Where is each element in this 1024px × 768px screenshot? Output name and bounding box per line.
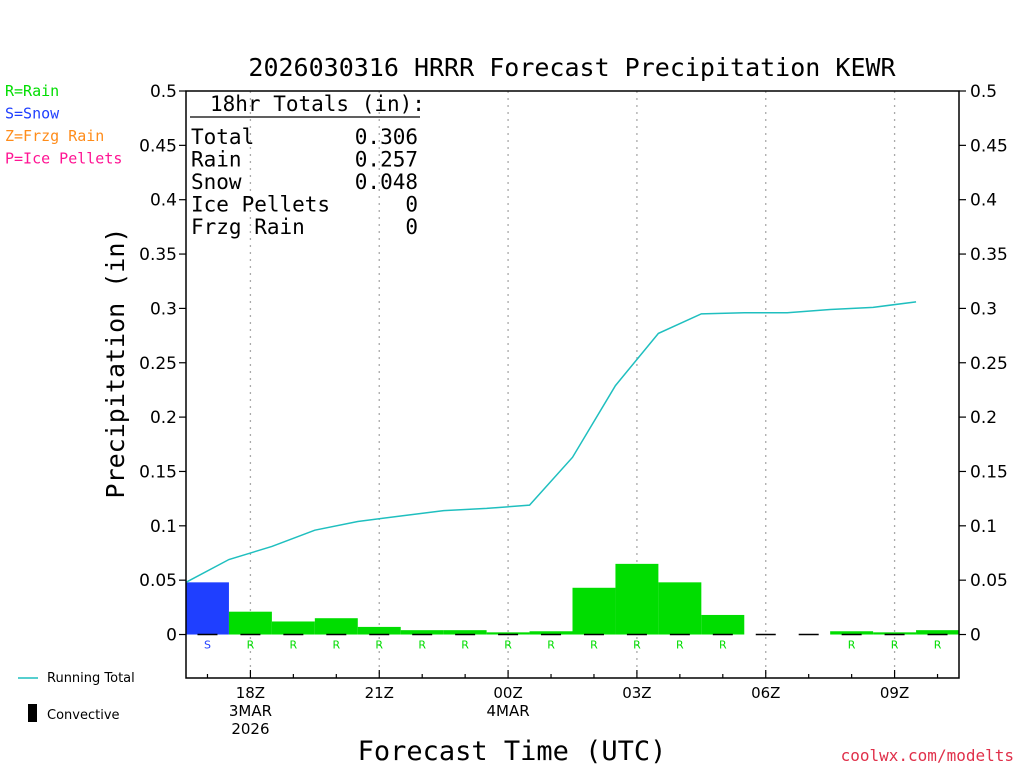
x-tick-label: 18Z xyxy=(236,684,265,702)
convective-legend-swatch xyxy=(28,704,37,722)
y-tick-label-right: 0.3 xyxy=(970,299,997,319)
y-tick-label-right: 0 xyxy=(970,626,981,646)
y-tick-label-right: 0.5 xyxy=(970,82,997,102)
y-tick-label-left: 0.45 xyxy=(139,136,177,156)
totals-row-label: Total xyxy=(191,125,254,149)
precip-bar xyxy=(186,582,229,635)
x-tick-label: 09Z xyxy=(880,684,909,702)
precip-bar xyxy=(572,587,616,635)
credit-text: coolwx.com/modelts xyxy=(841,746,1014,765)
totals-rows: Total 0.306 Rain 0.257 Snow 0.048 Ice Pellets 0… xyxy=(191,125,418,239)
y-tick-label-left: 0.4 xyxy=(150,191,177,211)
totals-box: 18hr Totals (in): Total 0.306 Rain 0.257 Sno… xyxy=(190,92,425,239)
precip-bar xyxy=(916,630,959,635)
y-tick-label-right: 0.1 xyxy=(970,517,997,537)
plot-frame xyxy=(185,90,960,679)
precip-type-legend: R=Rain S=Snow Z=Frzg Rain P=Ice Pellets xyxy=(5,82,122,168)
legend-entry: Z=Frzg Rain xyxy=(5,127,104,145)
y-tick-label-left: 0.1 xyxy=(150,517,177,537)
precip-bar xyxy=(228,611,272,635)
precip-bar xyxy=(658,582,702,635)
totals-row-label: Snow xyxy=(191,170,242,194)
precip-bar xyxy=(400,630,444,635)
precip-bar xyxy=(529,631,573,635)
totals-title: 18hr Totals (in): xyxy=(210,92,425,116)
x-tick-label: 03Z xyxy=(622,684,651,702)
totals-row-value: 0 xyxy=(405,193,418,217)
totals-row-label: Frzg Rain xyxy=(191,215,305,239)
precip-type-letter: R xyxy=(848,639,856,652)
running-total-line xyxy=(185,301,917,584)
x-tick-label: 4MAR xyxy=(486,702,529,720)
precip-bar xyxy=(873,632,917,635)
precip-type-letter: R xyxy=(934,639,942,652)
running-total-legend-label: Running Total xyxy=(47,671,135,686)
chart-title: 2026030316 HRRR Forecast Precipitation K… xyxy=(248,53,896,82)
precip-bars xyxy=(186,563,959,635)
totals-row-label: Ice Pellets xyxy=(191,193,330,217)
precip-type-letter: R xyxy=(418,639,426,652)
y-axis-left: 0 0.05 0.1 0.15 0.2 0.25 0.3 0.35 0.4 0.45 0.5 xyxy=(139,82,186,646)
totals-row-value: 0 xyxy=(405,215,418,239)
precip-bar xyxy=(701,614,745,635)
y-tick-label-left: 0.05 xyxy=(139,571,177,591)
y-tick-label-left: 0.3 xyxy=(150,299,177,319)
precip-bar xyxy=(615,563,659,635)
y-tick-label-right: 0.25 xyxy=(970,354,1008,374)
precip-bar xyxy=(314,618,358,635)
legend-entry: R=Rain xyxy=(5,82,59,100)
totals-row-value: 0.048 xyxy=(355,170,418,194)
y-axis-label: Precipitation (in) xyxy=(101,228,130,499)
precip-type-letter: R xyxy=(891,639,899,652)
y-tick-label-left: 0.2 xyxy=(150,408,177,428)
precip-type-letter: R xyxy=(375,639,383,652)
y-tick-label-right: 0.45 xyxy=(970,136,1008,156)
precip-bar xyxy=(830,631,874,635)
x-axis-label: Forecast Time (UTC) xyxy=(358,736,667,767)
x-tick-label: 06Z xyxy=(751,684,780,702)
legend-entry: S=Snow xyxy=(5,105,60,123)
y-tick-label-right: 0.15 xyxy=(970,462,1008,482)
precip-type-letter: R xyxy=(461,639,469,652)
precip-bar xyxy=(271,621,315,635)
precip-bar xyxy=(357,626,401,635)
x-tick-label: 00Z xyxy=(493,684,522,702)
y-tick-label-left: 0.25 xyxy=(139,354,177,374)
precip-type-letter: R xyxy=(247,639,255,652)
y-tick-label-right: 0.35 xyxy=(970,245,1008,265)
precip-bar xyxy=(443,630,487,635)
totals-row-value: 0.257 xyxy=(355,148,418,172)
precip-type-letter: R xyxy=(676,639,684,652)
precip-type-letter: R xyxy=(290,639,298,652)
precip-type-letter: R xyxy=(719,639,727,652)
totals-row-label: Rain xyxy=(191,148,242,172)
totals-row-value: 0.306 xyxy=(355,125,418,149)
precip-type-letter: R xyxy=(504,639,512,652)
y-tick-label-right: 0.05 xyxy=(970,571,1008,591)
precip-type-letter: R xyxy=(332,639,340,652)
x-tick-label: 3MAR xyxy=(229,702,272,720)
y-tick-label-left: 0.15 xyxy=(139,462,177,482)
y-tick-label-left: 0.35 xyxy=(139,245,177,265)
precip-type-letter: R xyxy=(590,639,598,652)
y-tick-label-left: 0.5 xyxy=(150,82,177,102)
legend-entry: P=Ice Pellets xyxy=(5,150,122,168)
y-tick-label-right: 0.2 xyxy=(970,408,997,428)
x-tick-label: 2026 xyxy=(231,720,269,738)
precip-type-letter: S xyxy=(204,639,211,652)
precip-bar xyxy=(486,632,530,635)
y-tick-label-left: 0 xyxy=(166,626,177,646)
precip-type-letter: R xyxy=(547,639,555,652)
precip-type-letter: R xyxy=(633,639,641,652)
x-tick-label: 21Z xyxy=(365,684,394,702)
y-axis-right: 0 0.05 0.1 0.15 0.2 0.25 0.3 0.35 0.4 0.45 0.5 xyxy=(959,82,1008,646)
convective-legend-label: Convective xyxy=(47,708,120,723)
y-tick-label-right: 0.4 xyxy=(970,191,997,211)
